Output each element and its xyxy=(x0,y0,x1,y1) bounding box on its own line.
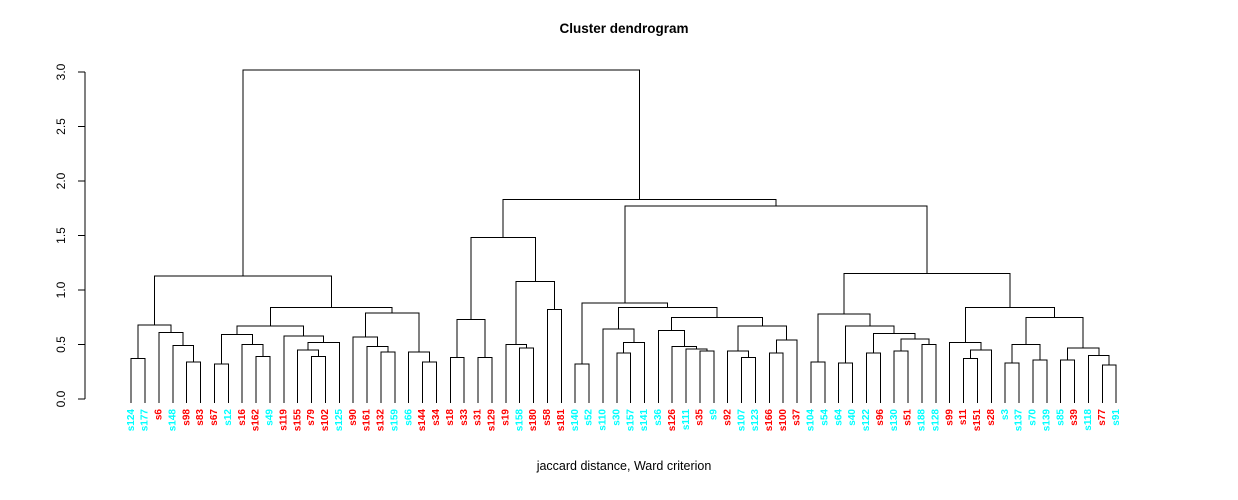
leaf-label-s52: s52 xyxy=(584,409,595,426)
leaf-label-s70: s70 xyxy=(1028,409,1039,426)
leaf-label-s83: s83 xyxy=(195,409,206,426)
leaf-label-s36: s36 xyxy=(653,409,664,426)
leaf-label-s91: s91 xyxy=(1111,409,1122,426)
leaf-label-s155: s155 xyxy=(292,409,303,432)
leaf-label-s125: s125 xyxy=(334,409,345,432)
leaf-label-s128: s128 xyxy=(930,409,941,432)
leaf-label-s99: s99 xyxy=(944,409,955,426)
leaf-label-s144: s144 xyxy=(417,409,428,432)
x-axis-label: jaccard distance, Ward criterion xyxy=(536,459,712,473)
leaf-label-s122: s122 xyxy=(861,409,872,432)
leaf-label-s102: s102 xyxy=(320,409,331,432)
leaf-label-s98: s98 xyxy=(181,409,192,426)
leaf-label-s40: s40 xyxy=(847,409,858,426)
leaf-label-s148: s148 xyxy=(167,409,178,432)
y-axis-tick-label: 2.5 xyxy=(54,118,68,135)
y-axis-tick-label: 1.5 xyxy=(54,227,68,244)
leaf-label-s49: s49 xyxy=(265,409,276,426)
leaf-label-s66: s66 xyxy=(403,409,414,426)
leaf-label-s92: s92 xyxy=(722,409,733,426)
leaf-label-s104: s104 xyxy=(806,409,817,432)
leaf-label-s6: s6 xyxy=(154,409,165,421)
leaf-label-s188: s188 xyxy=(917,409,928,432)
leaf-label-s19: s19 xyxy=(500,409,511,426)
leaf-label-s159: s159 xyxy=(389,409,400,432)
leaf-label-s54: s54 xyxy=(819,409,830,426)
leaf-label-s31: s31 xyxy=(473,409,484,426)
y-axis-tick-label: 0.5 xyxy=(54,336,68,353)
leaf-label-s130: s130 xyxy=(889,409,900,432)
leaf-label-s157: s157 xyxy=(625,409,636,432)
y-axis-tick-label: 2.0 xyxy=(54,172,68,189)
leaf-label-s107: s107 xyxy=(736,409,747,432)
leaf-label-s158: s158 xyxy=(514,409,525,432)
leaf-label-s30: s30 xyxy=(611,409,622,426)
leaf-label-s3: s3 xyxy=(1000,409,1011,421)
leaf-label-s11: s11 xyxy=(958,409,969,426)
dendrogram-lines xyxy=(130,69,1117,403)
leaf-label-s140: s140 xyxy=(570,409,581,432)
y-axis-tick-label: 0.0 xyxy=(54,390,68,407)
leaf-label-s12: s12 xyxy=(223,409,234,426)
leaf-label-s110: s110 xyxy=(598,409,609,431)
leaf-label-s51: s51 xyxy=(903,409,914,426)
leaf-label-s162: s162 xyxy=(251,409,262,432)
leaf-label-s16: s16 xyxy=(237,409,248,426)
leaf-label-s67: s67 xyxy=(209,409,220,426)
leaf-label-s118: s118 xyxy=(1083,409,1094,431)
plot-title: Cluster dendrogram xyxy=(559,21,689,36)
leaf-label-s18: s18 xyxy=(445,409,456,426)
leaf-label-s132: s132 xyxy=(376,409,387,432)
leaf-label-s9: s9 xyxy=(709,409,720,421)
leaf-label-s126: s126 xyxy=(667,409,678,432)
y-axis-tick-label: 1.0 xyxy=(54,281,68,298)
leaf-label-s151: s151 xyxy=(972,409,983,432)
leaf-label-s35: s35 xyxy=(695,409,706,426)
leaf-label-s166: s166 xyxy=(764,409,775,432)
leaf-label-s58: s58 xyxy=(542,409,553,426)
leaf-label-s124: s124 xyxy=(126,409,137,432)
leaf-label-s161: s161 xyxy=(362,409,373,432)
leaf-label-s177: s177 xyxy=(140,409,151,432)
leaf-label-s64: s64 xyxy=(833,409,844,426)
leaf-label-s39: s39 xyxy=(1069,409,1080,426)
leaf-label-s77: s77 xyxy=(1097,409,1108,426)
leaf-label-s180: s180 xyxy=(528,409,539,432)
leaf-label-s90: s90 xyxy=(348,409,359,426)
leaf-label-s100: s100 xyxy=(778,409,789,432)
leaf-label-s96: s96 xyxy=(875,409,886,426)
leaf-label-s119: s119 xyxy=(278,409,289,431)
leaf-label-s85: s85 xyxy=(1055,409,1066,426)
leaf-label-s129: s129 xyxy=(487,409,498,432)
leaf-label-s141: s141 xyxy=(639,409,650,432)
leaf-label-s79: s79 xyxy=(306,409,317,426)
leaf-label-s111: s111 xyxy=(681,409,692,431)
leaf-label-s137: s137 xyxy=(1014,409,1025,432)
leaf-label-s123: s123 xyxy=(750,409,761,432)
leaf-label-s181: s181 xyxy=(556,409,567,432)
y-axis-tick-label: 3.0 xyxy=(54,63,68,80)
leaf-label-s37: s37 xyxy=(792,409,803,426)
leaf-label-s28: s28 xyxy=(986,409,997,426)
leaf-label-s139: s139 xyxy=(1041,409,1052,432)
leaf-label-s34: s34 xyxy=(431,409,442,426)
leaf-label-s33: s33 xyxy=(459,409,470,426)
